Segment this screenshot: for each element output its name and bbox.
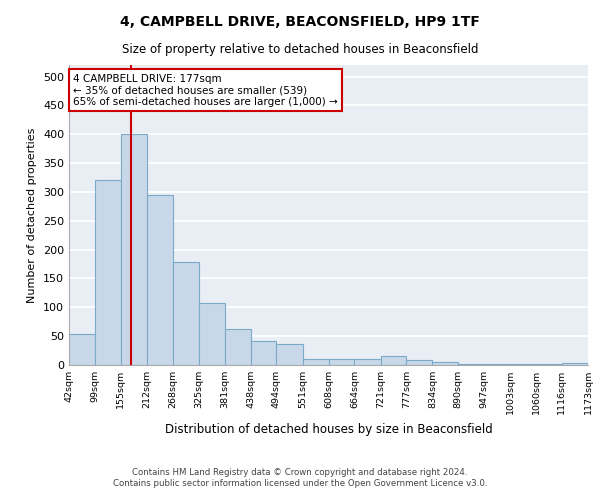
Bar — [224, 328, 251, 365]
X-axis label: Distribution of detached houses by size in Beaconsfield: Distribution of detached houses by size … — [164, 422, 493, 436]
Bar — [121, 134, 147, 365]
Text: Contains HM Land Registry data © Crown copyright and database right 2024.
Contai: Contains HM Land Registry data © Crown c… — [113, 468, 487, 487]
Bar — [302, 358, 329, 365]
Bar — [251, 342, 277, 365]
Bar — [380, 356, 406, 365]
Bar — [458, 364, 484, 365]
Bar — [199, 302, 224, 365]
Y-axis label: Number of detached properties: Number of detached properties — [28, 128, 37, 302]
Text: 4, CAMPBELL DRIVE, BEACONSFIELD, HP9 1TF: 4, CAMPBELL DRIVE, BEACONSFIELD, HP9 1TF — [120, 15, 480, 29]
Bar — [484, 364, 510, 365]
Text: Size of property relative to detached houses in Beaconsfield: Size of property relative to detached ho… — [122, 42, 478, 56]
Bar — [536, 364, 562, 365]
Bar — [173, 262, 199, 365]
Bar — [510, 364, 536, 365]
Bar — [406, 360, 433, 365]
Bar — [562, 362, 588, 365]
Bar — [95, 180, 121, 365]
Text: 4 CAMPBELL DRIVE: 177sqm
← 35% of detached houses are smaller (539)
65% of semi-: 4 CAMPBELL DRIVE: 177sqm ← 35% of detach… — [73, 74, 337, 107]
Bar — [329, 358, 355, 365]
Bar — [69, 334, 95, 365]
Bar — [355, 358, 380, 365]
Bar — [433, 362, 458, 365]
Bar — [277, 344, 302, 365]
Bar — [147, 195, 173, 365]
